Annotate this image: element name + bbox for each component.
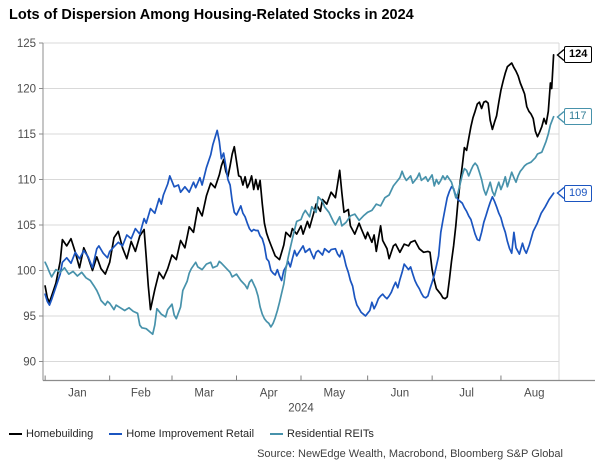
legend-item-home-improvement: Home Improvement Retail <box>109 428 254 440</box>
x-tick-label: Mar <box>194 388 214 400</box>
legend: Homebuilding Home Improvement Retail Res… <box>9 428 374 440</box>
end-label-callout-residential-reits: 117 <box>555 107 592 127</box>
legend-label: Homebuilding <box>26 428 94 440</box>
y-tick-label: 120 <box>17 84 36 96</box>
y-tick-label: 110 <box>18 175 36 187</box>
x-tick-label: Jun <box>391 388 410 400</box>
x-tick-label: Feb <box>131 388 151 400</box>
source-attribution: Source: NewEdge Wealth, Macrobond, Bloom… <box>257 448 563 460</box>
y-tick-label: 105 <box>17 220 36 232</box>
y-tick-label: 125 <box>17 38 36 50</box>
series-line-residential_reits <box>44 115 555 336</box>
legend-item-homebuilding: Homebuilding <box>9 428 93 440</box>
end-label-value: 117 <box>564 108 592 126</box>
legend-label: Home Improvement Retail <box>126 428 255 440</box>
legend-label: Residential REITs <box>287 428 374 440</box>
legend-dash-icon <box>9 433 22 435</box>
chart-title: Lots of Dispersion Among Housing-Related… <box>9 7 414 23</box>
y-tick-label: 95 <box>23 311 36 323</box>
x-tick-label: May <box>323 388 345 400</box>
x-tick-label: Apr <box>260 388 278 400</box>
y-tick-label: 100 <box>17 266 36 278</box>
end-label-value: 124 <box>564 46 593 64</box>
series-line-homebuilding <box>44 53 555 311</box>
legend-item-residential-reits: Residential REITs <box>270 428 374 440</box>
legend-dash-icon <box>109 433 123 435</box>
x-tick-label: Jan <box>68 388 87 400</box>
end-label-callout-home-improvement: 109 <box>555 183 593 203</box>
y-tick-label: 90 <box>23 357 36 369</box>
end-label-value: 109 <box>564 184 593 202</box>
callout-arrow-icon <box>556 48 565 61</box>
series-line-home_improvement <box>44 129 555 317</box>
callout-arrow-icon <box>556 187 565 200</box>
y-tick-label: 115 <box>18 129 36 141</box>
x-axis-year-label: 2024 <box>288 403 314 415</box>
callout-arrow-icon <box>556 110 565 123</box>
legend-dash-icon <box>270 433 284 435</box>
x-tick-label: Aug <box>524 388 544 400</box>
x-tick-label: Jul <box>459 388 474 400</box>
end-label-callout-homebuilding: 124 <box>555 45 593 65</box>
